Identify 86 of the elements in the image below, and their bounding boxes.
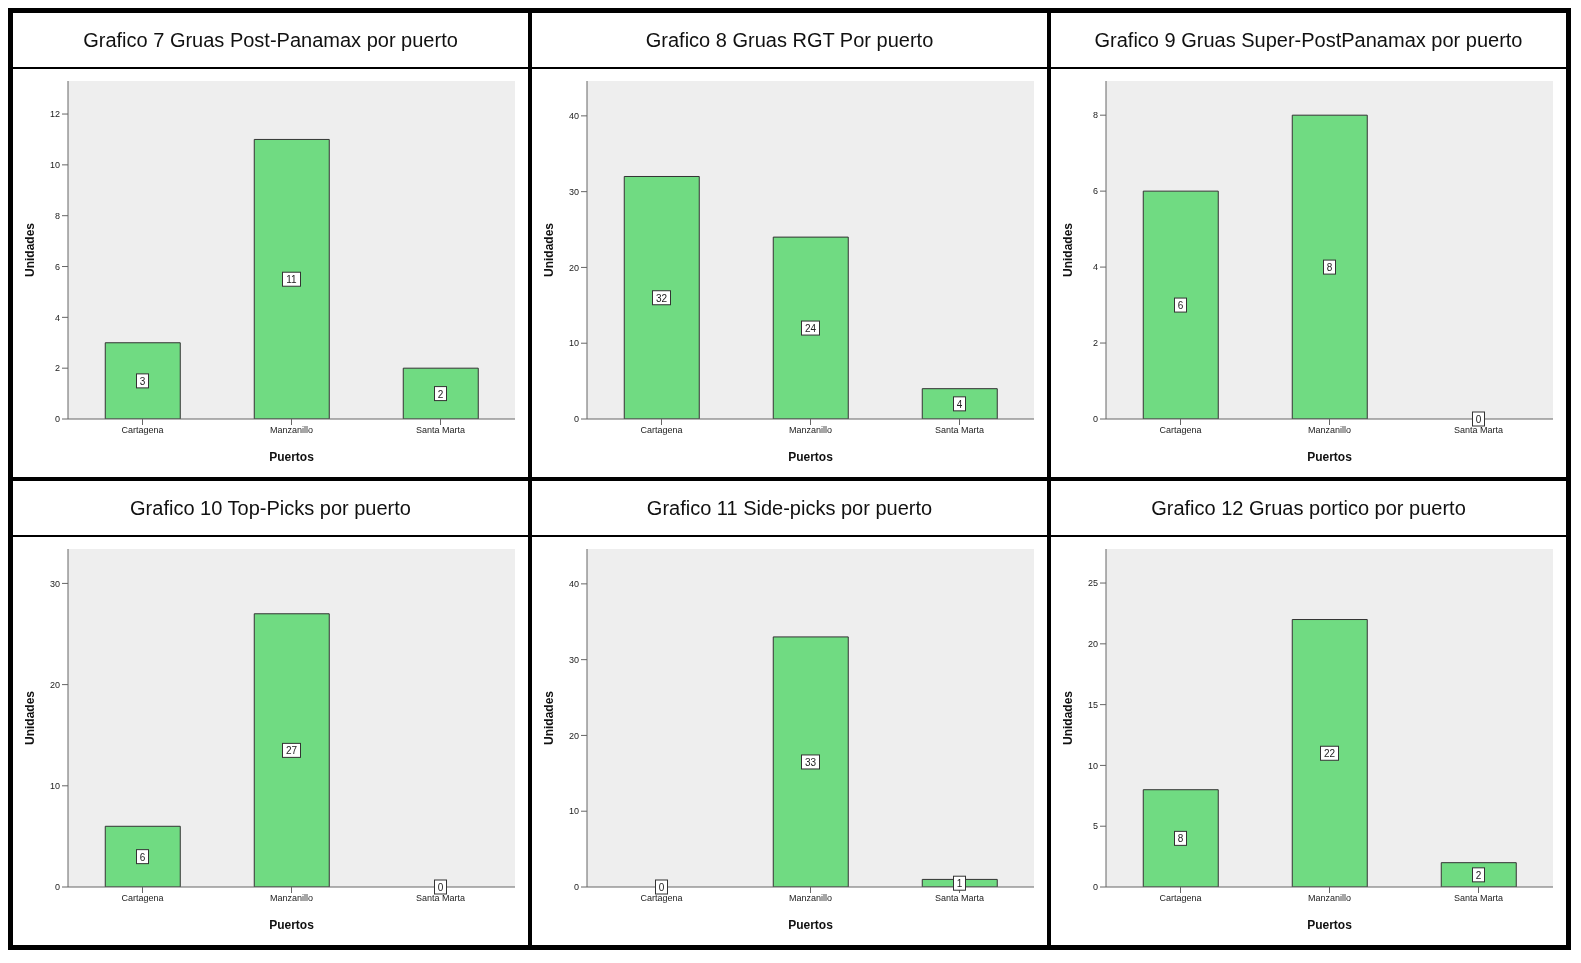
x-axis-title: Puertos bbox=[269, 918, 315, 932]
y-tick-label: 8 bbox=[1092, 110, 1098, 121]
data-label: 6 bbox=[139, 851, 146, 863]
x-tick-label: Cartagena bbox=[640, 425, 683, 436]
y-tick-label: 10 bbox=[568, 806, 579, 817]
data-label: 8 bbox=[1326, 262, 1333, 274]
data-label: 27 bbox=[285, 745, 298, 757]
y-axis-title: Unidades bbox=[1061, 222, 1076, 278]
x-tick-label: Manzanillo bbox=[269, 425, 314, 436]
chart-title: Grafico 10 Top-Picks por puerto bbox=[13, 481, 528, 537]
y-tick-label: 40 bbox=[568, 579, 579, 590]
x-tick-label: Manzanillo bbox=[788, 893, 833, 904]
y-tick-label: 0 bbox=[54, 414, 60, 425]
y-axis-title: Unidades bbox=[23, 222, 38, 278]
y-tick-label: 0 bbox=[573, 882, 579, 893]
y-tick-label: 10 bbox=[1087, 760, 1098, 771]
data-label: 2 bbox=[1475, 869, 1482, 881]
y-tick-label: 8 bbox=[54, 210, 60, 221]
x-tick-label: Santa Marta bbox=[415, 893, 466, 904]
data-label: 32 bbox=[655, 292, 668, 304]
y-tick-label: 40 bbox=[568, 111, 579, 122]
x-tick-label: Cartagena bbox=[1159, 425, 1202, 436]
y-tick-label: 10 bbox=[49, 781, 60, 791]
y-axis-title: Unidades bbox=[1061, 690, 1076, 746]
data-label: 33 bbox=[804, 756, 817, 768]
x-axis-title: Puertos bbox=[788, 918, 834, 932]
data-label: 3 bbox=[139, 375, 146, 387]
y-tick-label: 2 bbox=[54, 363, 60, 374]
x-axis-title: Puertos bbox=[269, 450, 315, 464]
x-tick-label: Cartagena bbox=[121, 425, 164, 436]
chart-title: Grafico 7 Gruas Post-Panamax por puerto bbox=[13, 13, 528, 69]
x-tick-label: Santa Marta bbox=[934, 893, 985, 904]
x-tick-label: Manzanillo bbox=[269, 893, 314, 904]
y-tick-label: 10 bbox=[568, 338, 579, 349]
data-label: 4 bbox=[956, 398, 963, 410]
data-label: 8 bbox=[1177, 833, 1184, 845]
data-label: 0 bbox=[1475, 414, 1482, 425]
x-tick-label: Santa Marta bbox=[1453, 425, 1504, 436]
x-axis-title: Puertos bbox=[1307, 450, 1353, 464]
y-tick-label: 0 bbox=[573, 414, 579, 425]
chart-title: Grafico 9 Gruas Super-PostPanamax por puerto bbox=[1051, 13, 1566, 69]
x-axis-title: Puertos bbox=[788, 450, 834, 464]
y-tick-label: 20 bbox=[568, 262, 579, 273]
y-tick-label: 0 bbox=[1092, 882, 1098, 893]
x-tick-label: Santa Marta bbox=[1453, 893, 1504, 904]
y-tick-label: 6 bbox=[54, 261, 60, 272]
y-tick-label: 4 bbox=[54, 312, 60, 323]
x-tick-label: Cartagena bbox=[121, 893, 164, 904]
y-tick-label: 15 bbox=[1087, 699, 1098, 710]
y-tick-label: 0 bbox=[1092, 414, 1098, 425]
y-tick-label: 20 bbox=[1087, 639, 1098, 650]
x-tick-label: Cartagena bbox=[1159, 893, 1202, 904]
y-tick-label: 12 bbox=[49, 109, 60, 120]
data-label: 11 bbox=[286, 274, 298, 286]
x-tick-label: Santa Marta bbox=[934, 425, 985, 436]
y-tick-label: 2 bbox=[1092, 338, 1098, 349]
y-tick-label: 6 bbox=[1092, 186, 1098, 197]
x-tick-label: Manzanillo bbox=[1307, 893, 1352, 904]
data-label: 1 bbox=[956, 878, 963, 890]
data-label: 0 bbox=[658, 882, 665, 893]
y-tick-label: 20 bbox=[49, 679, 60, 690]
y-tick-label: 10 bbox=[49, 160, 60, 171]
chart-title: Grafico 11 Side-picks por puerto bbox=[532, 481, 1047, 537]
chart-title: Grafico 8 Gruas RGT Por puerto bbox=[532, 13, 1047, 69]
x-tick-label: Manzanillo bbox=[788, 425, 833, 436]
y-tick-label: 20 bbox=[568, 730, 579, 741]
x-tick-label: Manzanillo bbox=[1307, 425, 1352, 436]
data-label: 2 bbox=[437, 388, 444, 400]
y-tick-label: 30 bbox=[49, 578, 60, 589]
y-tick-label: 25 bbox=[1087, 578, 1098, 589]
data-label: 22 bbox=[1323, 748, 1336, 760]
data-label: 0 bbox=[437, 882, 444, 893]
x-tick-label: Cartagena bbox=[640, 893, 683, 904]
y-tick-label: 4 bbox=[1092, 262, 1098, 273]
y-axis-title: Unidades bbox=[542, 222, 557, 278]
chart-title: Grafico 12 Gruas portico por puerto bbox=[1051, 481, 1566, 537]
y-tick-label: 0 bbox=[54, 882, 60, 893]
y-axis-title: Unidades bbox=[23, 690, 38, 746]
x-tick-label: Santa Marta bbox=[415, 425, 466, 436]
y-tick-label: 5 bbox=[1092, 821, 1098, 832]
y-tick-label: 30 bbox=[568, 186, 579, 197]
x-axis-title: Puertos bbox=[1307, 918, 1353, 932]
y-tick-label: 30 bbox=[568, 654, 579, 665]
data-label: 6 bbox=[1177, 300, 1184, 312]
y-axis-title: Unidades bbox=[542, 690, 557, 746]
data-label: 24 bbox=[804, 323, 817, 335]
